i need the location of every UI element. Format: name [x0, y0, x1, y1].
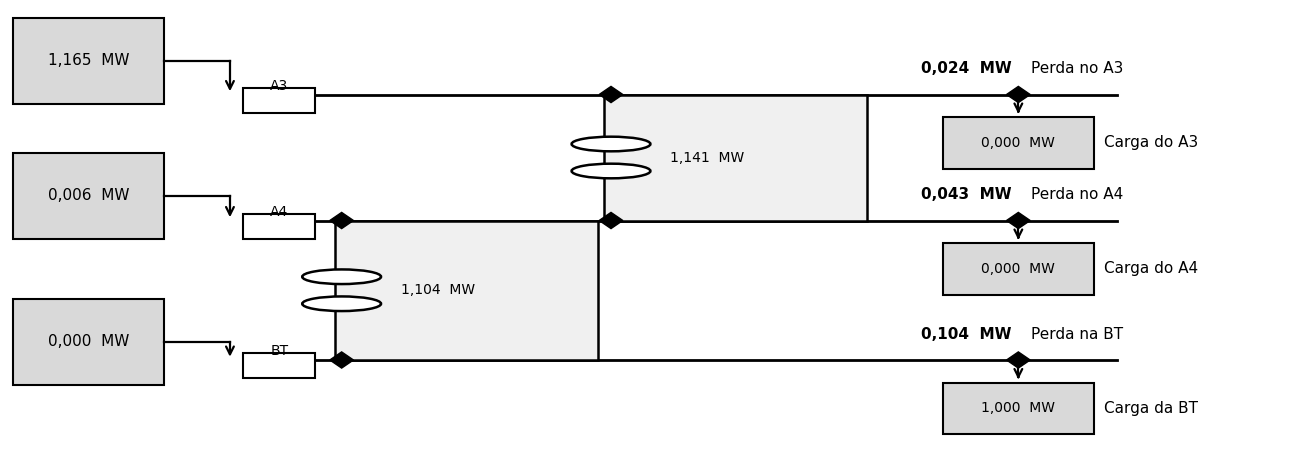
FancyBboxPatch shape: [13, 18, 164, 104]
Text: 0,104  MW: 0,104 MW: [921, 327, 1012, 342]
Text: 0,000  MW: 0,000 MW: [982, 262, 1055, 276]
Text: 1,104  MW: 1,104 MW: [401, 283, 474, 297]
Ellipse shape: [572, 164, 650, 178]
Polygon shape: [1007, 212, 1030, 229]
Text: BT: BT: [271, 344, 288, 358]
Text: 1,000  MW: 1,000 MW: [982, 401, 1055, 415]
Polygon shape: [599, 212, 623, 229]
Text: Carga da BT: Carga da BT: [1104, 401, 1198, 416]
Text: Carga do A3: Carga do A3: [1104, 135, 1198, 150]
Polygon shape: [330, 212, 353, 229]
Text: A4: A4: [271, 204, 288, 219]
Polygon shape: [1007, 86, 1030, 103]
Polygon shape: [1007, 352, 1030, 368]
Text: Perda no A4: Perda no A4: [1031, 188, 1123, 203]
FancyBboxPatch shape: [13, 153, 164, 238]
Text: Perda na BT: Perda na BT: [1031, 327, 1123, 342]
Text: 0,006  MW: 0,006 MW: [47, 188, 130, 203]
Ellipse shape: [572, 137, 650, 151]
FancyBboxPatch shape: [243, 353, 315, 378]
Ellipse shape: [302, 270, 381, 284]
Text: Carga do A4: Carga do A4: [1104, 261, 1198, 276]
Text: 1,165  MW: 1,165 MW: [47, 53, 130, 68]
FancyBboxPatch shape: [943, 382, 1093, 434]
Polygon shape: [330, 352, 353, 368]
Text: 0,000  MW: 0,000 MW: [982, 136, 1055, 150]
Text: 0,000  MW: 0,000 MW: [49, 334, 129, 350]
FancyBboxPatch shape: [243, 88, 315, 112]
Text: 1,141  MW: 1,141 MW: [670, 150, 745, 165]
Text: 0,024  MW: 0,024 MW: [921, 62, 1012, 76]
Text: Perda no A3: Perda no A3: [1031, 62, 1123, 76]
Text: 0,043  MW: 0,043 MW: [921, 188, 1012, 203]
Polygon shape: [599, 86, 623, 103]
FancyBboxPatch shape: [335, 220, 598, 360]
FancyBboxPatch shape: [943, 243, 1093, 295]
Ellipse shape: [302, 297, 381, 311]
FancyBboxPatch shape: [243, 214, 315, 239]
Text: A3: A3: [271, 78, 288, 93]
FancyBboxPatch shape: [13, 299, 164, 385]
FancyBboxPatch shape: [604, 94, 867, 220]
FancyBboxPatch shape: [943, 117, 1093, 169]
